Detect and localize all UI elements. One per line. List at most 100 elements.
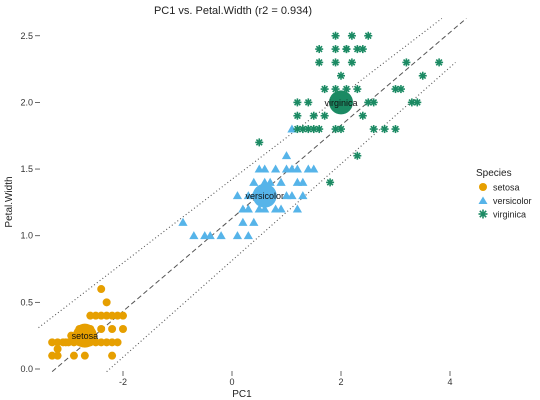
data-point-versicolor (287, 191, 297, 200)
data-point-versicolor (216, 231, 226, 240)
legend-title: Species (476, 168, 512, 179)
data-point-setosa (48, 338, 57, 347)
data-point-versicolor (249, 217, 259, 226)
data-point-versicolor (276, 177, 286, 186)
data-point-virginica (413, 98, 422, 107)
data-point-virginica (391, 125, 400, 134)
centroid-versicolor (252, 183, 277, 208)
data-point-virginica (255, 138, 264, 147)
data-point-virginica (293, 98, 302, 107)
data-point-virginica (369, 125, 378, 134)
data-point-setosa (97, 285, 106, 294)
y-tick-label: 2.5 (20, 31, 33, 41)
data-point-setosa (97, 325, 106, 334)
x-tick-label: 2 (338, 377, 343, 387)
data-point-versicolor (243, 191, 253, 200)
data-point-virginica (326, 178, 335, 187)
data-point-versicolor (238, 217, 248, 226)
data-point-versicolor (281, 151, 292, 160)
data-point-virginica (309, 125, 318, 134)
data-point-setosa (80, 351, 89, 360)
data-point-virginica (364, 31, 373, 40)
data-point-setosa (113, 338, 122, 347)
data-point-versicolor (287, 124, 297, 133)
data-point-virginica (369, 98, 378, 107)
data-point-setosa (108, 325, 117, 334)
data-point-setosa (108, 351, 117, 360)
centroid-label-setosa: setosa (72, 331, 99, 341)
y-tick-label: 1.5 (20, 164, 33, 174)
data-point-virginica (320, 111, 329, 120)
data-point-versicolor (292, 164, 302, 173)
data-point-virginica (358, 111, 367, 120)
data-point-versicolor (249, 177, 259, 186)
centroid-setosa (72, 323, 97, 348)
centroid-virginica (329, 90, 353, 115)
data-point-versicolor (298, 191, 308, 200)
data-point-setosa (119, 325, 127, 334)
data-point-versicolor (243, 231, 253, 240)
data-point-versicolor (178, 217, 188, 226)
data-point-setosa (119, 311, 127, 320)
data-point-setosa (102, 298, 111, 307)
data-point-versicolor (292, 204, 302, 213)
legend-label-versicolor: versicolor (493, 196, 532, 206)
data-point-virginica (304, 98, 313, 107)
data-point-virginica (337, 71, 345, 80)
centroid-label-virginica: virginica (324, 98, 357, 108)
legend-label-virginica: virginica (493, 210, 526, 220)
data-point-virginica (342, 45, 351, 54)
data-point-virginica (402, 58, 411, 67)
x-axis-label: PC1 (232, 389, 252, 400)
data-point-virginica (331, 58, 340, 67)
data-point-virginica (320, 85, 329, 94)
plot-area: 0.0 0.5 1.0 1.5 2.0 2.5 -2 0 2 4 setosa versicolor v… (20, 17, 467, 387)
data-point-versicolor (260, 204, 270, 213)
data-point-virginica (304, 125, 313, 134)
data-point-virginica (347, 58, 356, 67)
data-point-versicolor (232, 191, 243, 200)
data-point-versicolor (260, 177, 270, 186)
x-tick-label: 0 (229, 377, 234, 387)
x-tick-label: -2 (119, 377, 127, 387)
confidence-line-1 (38, 17, 443, 329)
data-point-virginica (353, 45, 362, 54)
data-point-virginica (293, 125, 302, 134)
data-point-versicolor (243, 204, 253, 213)
data-point-versicolor (232, 231, 243, 240)
data-point-versicolor (271, 164, 281, 173)
x-tick-label: 4 (447, 377, 452, 387)
y-tick-label: 1.0 (20, 231, 33, 241)
data-point-virginica (337, 125, 345, 134)
data-point-virginica (391, 85, 400, 94)
data-point-virginica (380, 125, 389, 134)
y-tick-label: 0.0 (20, 364, 33, 374)
data-point-versicolor (205, 231, 215, 240)
data-point-virginica (315, 58, 324, 67)
data-point-versicolor (276, 204, 286, 213)
data-point-virginica (331, 31, 340, 40)
y-tick-label: 0.5 (20, 297, 33, 307)
legend-entry-setosa[interactable]: setosa (479, 183, 520, 193)
centroid-label-versicolor: versicolor (245, 191, 284, 201)
data-point-virginica (347, 31, 356, 40)
legend-marker-virginica (478, 209, 488, 219)
data-point-virginica (353, 151, 362, 160)
data-point-versicolor (292, 177, 302, 186)
legend-label-setosa: setosa (493, 183, 520, 193)
data-point-virginica (309, 111, 318, 120)
y-axis-label: Petal.Width (4, 176, 15, 227)
data-point-virginica (315, 45, 324, 54)
data-point-virginica (331, 45, 340, 54)
legend: Species setosa versicolor virginica (476, 168, 532, 220)
legend-marker-versicolor (478, 196, 488, 204)
data-point-virginica (435, 58, 444, 67)
data-point-setosa (53, 345, 62, 354)
legend-marker-setosa (479, 183, 487, 191)
confidence-line-2 (106, 61, 456, 373)
data-point-setosa (53, 351, 62, 360)
data-point-versicolor (189, 231, 199, 240)
legend-entry-virginica[interactable]: virginica (478, 209, 527, 220)
legend-entry-versicolor[interactable]: versicolor (478, 196, 532, 206)
